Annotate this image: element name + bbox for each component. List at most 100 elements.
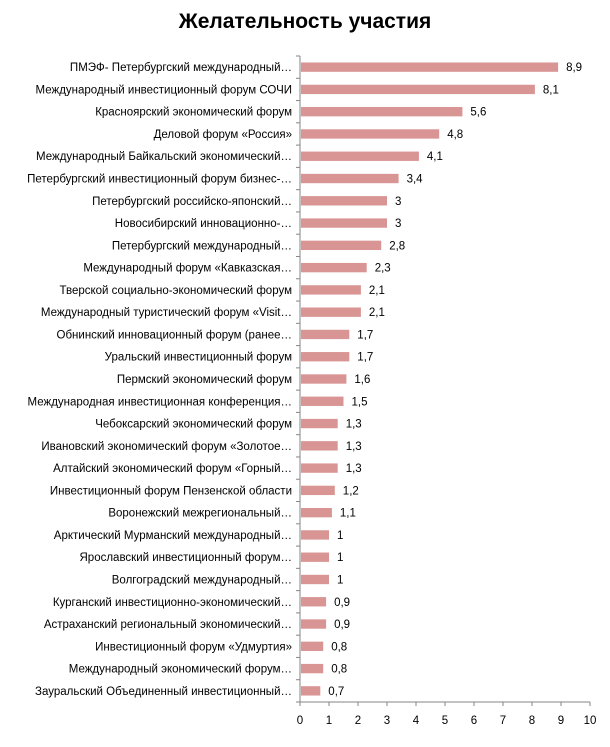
category-label: Пермский экономический форум <box>117 374 292 386</box>
bar <box>301 107 463 117</box>
category-label: Уральский инвестиционный форум <box>105 352 292 364</box>
x-tick-label: 1 <box>326 715 332 727</box>
bar <box>301 196 387 206</box>
value-label: 1,3 <box>346 463 362 475</box>
bar <box>301 418 338 429</box>
x-tick-label: 6 <box>471 715 477 727</box>
x-tick-label: 9 <box>558 715 564 727</box>
value-label: 0,9 <box>334 619 350 631</box>
category-label: Петербургский международный… <box>112 240 292 252</box>
value-label: 0,9 <box>334 597 350 609</box>
bar <box>301 240 382 251</box>
bar <box>301 62 559 72</box>
value-label: 2,3 <box>375 263 391 275</box>
bar <box>301 597 327 607</box>
category-label: Волгоградский международный… <box>112 574 292 586</box>
category-label: Астраханский региональный экономический… <box>44 619 292 631</box>
bar <box>301 396 344 406</box>
x-tick-label: 7 <box>500 715 506 727</box>
value-label: 8,9 <box>566 62 582 74</box>
bar <box>301 285 361 295</box>
bar <box>301 530 329 540</box>
bar <box>301 619 327 629</box>
value-label: 1,2 <box>343 485 359 497</box>
category-label: Алтайский экономический форум «Горный… <box>53 463 292 475</box>
category-label: Международный экономический форум… <box>69 664 292 676</box>
bar <box>301 352 350 362</box>
value-label: 3,4 <box>407 174 424 186</box>
category-label: Петербургский инвестиционный форум бизне… <box>27 174 292 186</box>
category-label: Инвестиционный форум «Удмуртия» <box>95 641 292 653</box>
bar <box>301 441 338 451</box>
value-label: 0,8 <box>331 664 347 676</box>
bar <box>301 485 335 496</box>
bar <box>301 463 338 473</box>
value-label: 1 <box>337 530 343 542</box>
value-label: 1,3 <box>346 441 362 453</box>
value-label: 1,5 <box>352 396 368 408</box>
value-label: 1,3 <box>346 419 362 431</box>
bar <box>301 663 324 674</box>
value-label: 1,6 <box>354 374 370 386</box>
value-label: 2,1 <box>369 307 385 319</box>
category-label: Международный инвестиционный форум СОЧИ <box>36 84 292 96</box>
value-label: 0,8 <box>331 641 347 653</box>
value-label: 5,6 <box>470 107 486 119</box>
bar <box>301 507 332 518</box>
category-label: Тверской социально-экономический форум <box>59 285 292 297</box>
value-label: 1,1 <box>340 508 356 520</box>
category-label: Арктический Мурманский международный… <box>54 530 292 542</box>
value-label: 0,7 <box>328 686 344 698</box>
category-label: Международный туристический форум «Visit… <box>41 307 292 319</box>
x-tick-label: 8 <box>529 715 535 727</box>
value-label: 3 <box>395 196 401 208</box>
bar <box>301 574 329 585</box>
category-label: Международный Байкальский экономический… <box>36 151 292 163</box>
x-tick-label: 3 <box>384 715 390 727</box>
category-label: Международный форум «Кавказская… <box>83 263 292 275</box>
bar <box>301 218 387 228</box>
bar <box>301 641 324 651</box>
category-label: Обнинский инновационный форум (ранее… <box>57 329 292 341</box>
category-label: Инвестиционный форум Пензенской области <box>50 485 292 497</box>
category-label: ПМЭФ- Петербургский международный… <box>70 62 292 74</box>
x-tick-label: 0 <box>297 715 303 727</box>
category-label: Петербургский российско-японский… <box>92 196 292 208</box>
bar <box>301 552 329 562</box>
chart-title: Желательность участия <box>178 10 432 33</box>
category-label: Ярославский инвестиционный форум… <box>80 552 293 564</box>
category-label: Зауральский Объединенный инвестиционный… <box>35 686 292 698</box>
value-label: 1,7 <box>357 352 373 364</box>
x-tick-label: 5 <box>442 715 448 727</box>
category-label: Деловой форум «Россия» <box>154 129 292 141</box>
category-label: Международная инвестиционная конференция… <box>28 396 292 408</box>
value-label: 8,1 <box>543 84 559 96</box>
value-label: 1 <box>337 574 343 586</box>
category-label: Новосибирский инновационно-… <box>115 218 292 230</box>
category-label: Воронежский межрегиональный… <box>108 508 292 520</box>
value-label: 4,8 <box>447 129 463 141</box>
value-label: 2,8 <box>389 240 405 252</box>
bar <box>301 329 350 340</box>
value-label: 2,1 <box>369 285 385 297</box>
value-label: 1 <box>337 552 343 564</box>
bar <box>301 307 361 317</box>
bar <box>301 173 399 184</box>
bar <box>301 374 347 384</box>
category-label: Красноярский экономический форум <box>95 107 292 119</box>
value-label: 1,7 <box>357 329 373 341</box>
value-label: 4,1 <box>427 151 443 163</box>
category-label: Курганский инвестиционно-экономический… <box>53 597 292 609</box>
bar <box>301 84 535 95</box>
bar <box>301 262 367 273</box>
x-tick-label: 4 <box>413 715 420 727</box>
category-label: Ивановский экономический форум «Золотое… <box>41 441 292 453</box>
x-tick-label: 10 <box>584 715 597 727</box>
x-tick-label: 2 <box>355 715 361 727</box>
bar <box>301 151 419 161</box>
bar <box>301 686 321 696</box>
value-label: 3 <box>395 218 401 230</box>
bar <box>301 129 440 139</box>
category-label: Чебоксарский экономический форум <box>95 419 292 431</box>
